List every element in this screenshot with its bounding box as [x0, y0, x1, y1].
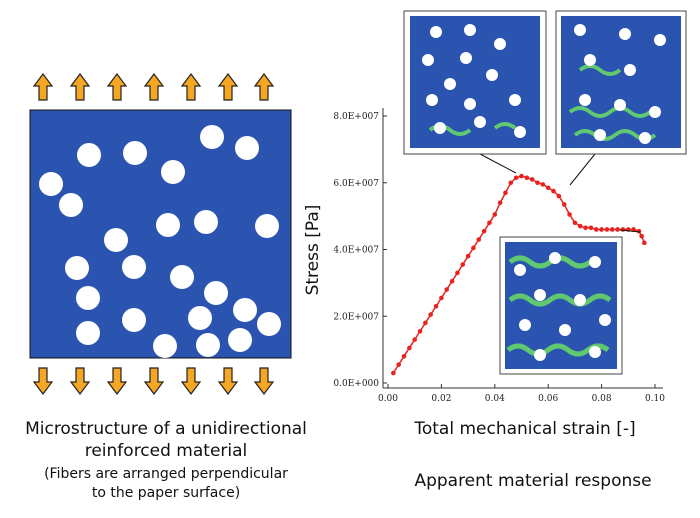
right-caption: Apparent material response — [414, 471, 651, 491]
data-point — [615, 227, 620, 232]
data-point — [513, 175, 519, 181]
data-point — [551, 188, 556, 194]
x-tick-label: 0.00 — [378, 394, 398, 404]
data-point — [588, 225, 594, 231]
data-point — [599, 227, 604, 232]
data-point — [497, 200, 503, 206]
data-point — [396, 362, 401, 367]
data-point — [471, 245, 476, 251]
data-point — [577, 223, 583, 229]
data-point — [417, 328, 423, 334]
data-point — [423, 320, 428, 326]
data-point — [476, 237, 482, 242]
data-point — [433, 303, 439, 309]
up-arrows — [33, 73, 274, 101]
data-point — [444, 287, 450, 292]
data-point — [524, 175, 530, 181]
data-point — [401, 354, 407, 359]
data-point — [642, 240, 647, 246]
x-tick-label: 0.04 — [485, 394, 505, 404]
data-point — [583, 225, 588, 231]
data-point — [631, 227, 636, 232]
data-point — [428, 312, 434, 317]
data-point — [567, 212, 572, 217]
data-point — [503, 190, 508, 196]
data-point — [460, 262, 466, 267]
data-point — [561, 202, 567, 207]
data-point — [487, 220, 492, 226]
data-point — [519, 173, 524, 179]
y-tick-label: 4.0E+007 — [333, 246, 379, 256]
data-point — [545, 185, 551, 191]
data-point — [529, 177, 535, 182]
data-point — [604, 227, 610, 232]
down-arrows — [33, 367, 274, 395]
plot: 0.0E+000 2.0E+007 4.0E+007 6.0E+007 8.0E+007… — [333, 108, 665, 404]
data-point — [540, 182, 546, 187]
data-point — [455, 270, 460, 276]
data-point — [636, 228, 642, 234]
data-point — [556, 193, 562, 199]
left-note: to the paper surface) — [92, 485, 240, 501]
y-tick-label: 2.0E+007 — [333, 312, 379, 322]
data-point — [620, 227, 626, 232]
data-point — [572, 220, 578, 226]
data-point — [412, 337, 418, 342]
y-tick-label: 0.0E+000 — [333, 379, 379, 389]
data-point — [481, 228, 487, 234]
data-point — [492, 212, 498, 217]
x-tick-label: 0.06 — [538, 394, 558, 404]
left-caption: reinforced material — [85, 441, 248, 461]
data-point — [508, 180, 514, 186]
x-axis-label: Total mechanical strain [-] — [413, 419, 635, 439]
microstructure — [29, 109, 292, 359]
left-caption: Microstructure of a unidirectional — [25, 419, 307, 439]
y-tick-label: 8.0E+007 — [333, 112, 379, 122]
data-point — [593, 227, 599, 232]
data-point — [439, 295, 444, 301]
left-note: (Fibers are arranged perpendicular — [44, 466, 288, 482]
data-point — [391, 370, 396, 376]
insets — [403, 10, 687, 375]
data-point — [449, 278, 455, 284]
data-point — [609, 227, 615, 232]
data-point — [639, 233, 644, 239]
data-point — [535, 180, 540, 186]
y-axis-label: Stress [Pa] — [303, 205, 323, 296]
x-tick-label: 0.08 — [592, 394, 612, 404]
data-point — [465, 253, 471, 259]
x-tick-label: 0.02 — [431, 394, 451, 404]
x-tick-label: 0.10 — [645, 394, 665, 404]
data-point — [407, 345, 412, 351]
y-tick-label: 6.0E+007 — [333, 179, 379, 189]
